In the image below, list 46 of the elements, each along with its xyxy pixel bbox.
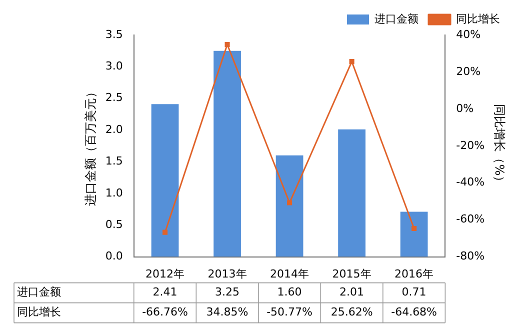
x-tick-label: 2013年 xyxy=(208,267,247,280)
y-tick-label: 2.5 xyxy=(105,91,123,104)
point xyxy=(412,226,417,231)
bar xyxy=(400,212,428,257)
y-axis-title: 进口金额（百万美元） xyxy=(83,86,98,206)
y-tick-label: 3.0 xyxy=(105,60,123,73)
point xyxy=(287,200,292,206)
y2-tick-label: -20% xyxy=(456,138,485,152)
x-tick-label: 2012年 xyxy=(146,267,185,280)
data-label: -66.76% xyxy=(142,306,188,319)
data-label: 34.85% xyxy=(206,306,248,319)
data-label: -64.68% xyxy=(391,306,438,319)
bar xyxy=(276,155,304,257)
point xyxy=(162,230,168,235)
y-tick-label: 1.0 xyxy=(105,186,123,200)
y-tick-label: 3.5 xyxy=(105,28,123,41)
x-tick-label: 2015年 xyxy=(332,267,372,280)
y2-tick-label: 40% xyxy=(456,28,481,41)
y2-tick-label: 0% xyxy=(456,102,474,115)
legend-label: 进口金额 xyxy=(374,12,418,26)
y-tick-label: 2.0 xyxy=(105,122,123,136)
data-label: 2.41 xyxy=(152,286,178,299)
data-label: 3.25 xyxy=(215,286,240,299)
y-tick-label: 0.0 xyxy=(105,250,123,263)
bar xyxy=(151,104,179,257)
legend-label: 同比增长 xyxy=(456,12,500,26)
text: 进口金额 xyxy=(17,286,61,299)
x-tick-label: 2014年 xyxy=(270,267,310,280)
y2-tick-label: -80% xyxy=(456,250,485,263)
y2-tick-label: -40% xyxy=(456,176,485,189)
bar xyxy=(338,129,366,257)
y-tick-label: 0.5 xyxy=(105,218,123,231)
data-label: 1.60 xyxy=(277,286,302,299)
point xyxy=(349,59,354,64)
data-label: 25.62% xyxy=(330,306,373,319)
point xyxy=(224,42,230,48)
data-label: 2.01 xyxy=(340,286,364,299)
data-label: -50.77% xyxy=(266,306,312,319)
text: 同比增长 xyxy=(17,306,61,319)
data-label: 0.71 xyxy=(402,286,426,299)
x-tick-label: 2016年 xyxy=(394,267,434,280)
y2-axis-title: 同比增长（%） xyxy=(492,104,507,188)
y2-tick-label: 20% xyxy=(456,64,481,78)
y2-tick-label: -60% xyxy=(456,212,485,226)
bar xyxy=(214,50,241,257)
y-tick-label: 1.5 xyxy=(105,154,123,168)
